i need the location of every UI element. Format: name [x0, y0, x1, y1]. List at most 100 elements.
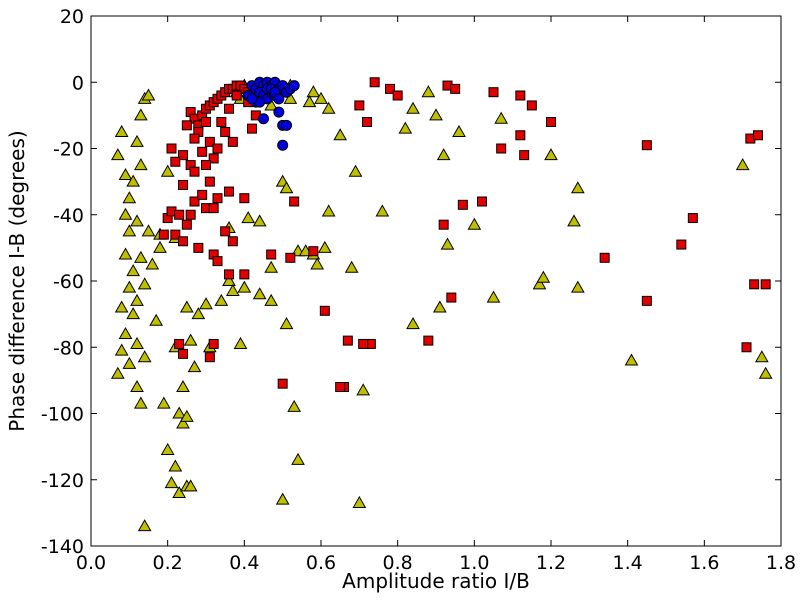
- triangle-point: [452, 124, 466, 137]
- series-triangle: [110, 78, 773, 532]
- square-point: [224, 269, 234, 280]
- square-point: [181, 219, 192, 230]
- triangle-point: [176, 416, 190, 429]
- triangle-point: [624, 353, 639, 366]
- triangle-point: [133, 396, 148, 409]
- square-point: [166, 143, 177, 154]
- square-point: [158, 229, 169, 240]
- square-point: [208, 203, 219, 214]
- y-axis-title: Phase difference I-B (degrees): [5, 130, 29, 431]
- square-point: [446, 292, 457, 303]
- circle-point: [258, 113, 269, 125]
- square-point: [231, 90, 242, 101]
- square-point: [385, 83, 395, 94]
- triangle-point: [398, 121, 413, 134]
- triangle-point: [406, 317, 420, 330]
- square-point: [266, 249, 277, 260]
- triangle-point: [375, 204, 390, 217]
- triangle-point: [321, 101, 336, 114]
- x-axis-title: Amplitude ratio I/B: [342, 569, 530, 593]
- triangle-point: [130, 379, 144, 392]
- square-point: [342, 335, 353, 346]
- square-point: [526, 100, 537, 111]
- triangle-point: [279, 181, 294, 194]
- y-tick-label: -40: [53, 205, 84, 227]
- triangle-point: [758, 366, 773, 379]
- triangle-point: [133, 158, 148, 171]
- triangle-point: [179, 409, 194, 422]
- x-tick-label: 1.6: [689, 552, 719, 574]
- square-point: [185, 209, 196, 220]
- triangle-point: [287, 399, 302, 412]
- square-point: [515, 90, 526, 101]
- circle-point: [277, 139, 289, 151]
- square-point: [488, 87, 499, 98]
- triangle-point: [118, 326, 133, 339]
- triangle-point: [344, 260, 359, 273]
- triangle-point: [156, 396, 171, 409]
- triangle-point: [149, 313, 164, 326]
- triangle-point: [302, 95, 317, 108]
- square-point: [178, 150, 188, 161]
- square-point: [204, 176, 215, 187]
- triangle-point: [432, 300, 447, 313]
- triangle-point: [126, 307, 141, 320]
- x-tick-label: 0.6: [306, 552, 336, 574]
- square-point: [641, 140, 652, 151]
- x-tick-label: 0.4: [229, 552, 259, 574]
- square-point: [193, 242, 204, 253]
- square-point: [599, 252, 610, 263]
- triangle-point: [279, 317, 294, 330]
- series-square: [158, 77, 771, 392]
- triangle-point: [176, 379, 190, 392]
- square-point: [239, 193, 250, 204]
- square-point: [178, 179, 188, 190]
- triangle-point: [160, 164, 175, 177]
- triangle-point: [233, 336, 248, 349]
- triangle-point: [133, 250, 148, 263]
- triangle-point: [440, 237, 455, 250]
- y-tick-label: -80: [53, 337, 84, 359]
- triangle-point: [237, 280, 252, 293]
- square-point: [546, 117, 556, 127]
- square-point: [741, 342, 752, 353]
- circle-point: [281, 119, 292, 131]
- square-point: [319, 305, 330, 316]
- y-tick-label: -20: [53, 139, 84, 161]
- circle-point: [273, 93, 285, 105]
- triangle-point: [122, 191, 137, 204]
- triangle-point: [291, 452, 305, 465]
- square-point: [201, 160, 211, 171]
- square-point: [369, 77, 380, 88]
- square-point: [208, 153, 219, 164]
- y-tick-label: -140: [41, 536, 84, 558]
- triangle-point: [317, 240, 332, 253]
- triangle-point: [179, 300, 194, 313]
- x-tick-label: 0.8: [383, 552, 413, 574]
- data-points: [110, 76, 773, 532]
- square-point: [687, 213, 698, 224]
- triangle-point: [118, 167, 133, 180]
- axis-ticks: 0.0 0.2 0.4 0.6 0.8 1.0 1.2 1.4 1.6 1.8 20 0 -20 -40 -…: [41, 6, 796, 574]
- square-point: [189, 166, 200, 177]
- triangle-point: [126, 264, 141, 277]
- x-tick-label: 1.0: [459, 552, 489, 574]
- triangle-point: [264, 98, 279, 111]
- y-tick-label: 0: [72, 72, 84, 94]
- circle-point: [273, 106, 285, 118]
- square-point: [216, 117, 227, 127]
- square-point: [208, 338, 219, 349]
- triangle-point: [306, 85, 321, 98]
- triangle-point: [126, 174, 141, 187]
- square-point: [227, 236, 238, 247]
- triangle-point: [283, 91, 298, 104]
- triangle-point: [264, 260, 279, 273]
- square-point: [362, 117, 372, 127]
- triangle-point: [225, 283, 240, 296]
- y-tick-label: -100: [41, 404, 84, 426]
- square-point: [753, 130, 763, 141]
- triangle-point: [421, 85, 436, 98]
- square-point: [354, 100, 365, 111]
- triangle-point: [122, 280, 137, 293]
